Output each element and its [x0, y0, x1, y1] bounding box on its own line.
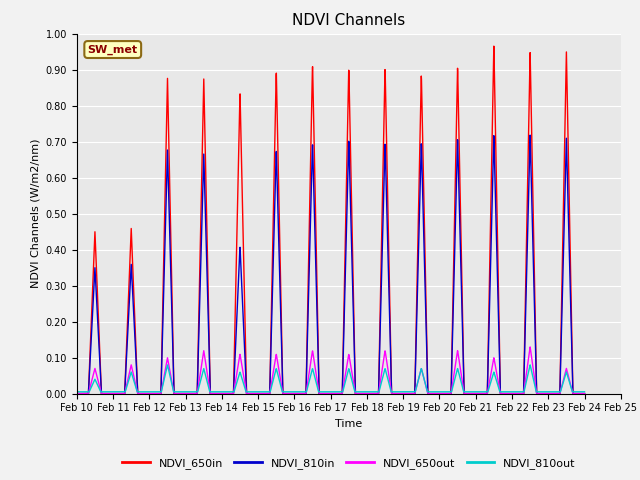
NDVI_650in	[491, 88, 499, 94]
Line: NDVI_810out: NDVI_810out	[77, 365, 584, 392]
NDVI_650in	[302, 391, 310, 396]
NDVI_650out	[473, 391, 481, 396]
NDVI_650out	[580, 391, 588, 396]
NDVI_810in	[73, 391, 81, 396]
Legend: NDVI_650in, NDVI_810in, NDVI_650out, NDVI_810out: NDVI_650in, NDVI_810in, NDVI_650out, NDV…	[118, 453, 580, 473]
NDVI_650in	[262, 391, 269, 396]
NDVI_810out	[73, 389, 81, 395]
NDVI_810out	[380, 370, 388, 376]
NDVI_650in	[380, 121, 388, 127]
NDVI_650in	[577, 391, 585, 396]
NDVI_810out	[577, 389, 585, 395]
NDVI_650out	[380, 355, 388, 361]
Line: NDVI_650out: NDVI_650out	[77, 347, 584, 394]
NDVI_810out	[262, 389, 269, 395]
Line: NDVI_650in: NDVI_650in	[77, 46, 584, 394]
NDVI_810in	[380, 183, 388, 189]
NDVI_810out	[473, 389, 481, 395]
Y-axis label: NDVI Channels (W/m2/nm): NDVI Channels (W/m2/nm)	[30, 139, 40, 288]
NDVI_810in	[262, 391, 269, 396]
NDVI_810in	[473, 391, 481, 396]
NDVI_650in	[580, 391, 588, 396]
NDVI_810out	[491, 372, 499, 377]
NDVI_810out	[526, 362, 534, 368]
NDVI_650out	[491, 359, 499, 364]
NDVI_650out	[262, 391, 269, 396]
NDVI_650in	[490, 43, 498, 49]
NDVI_810out	[580, 389, 588, 395]
NDVI_650out	[302, 391, 310, 396]
X-axis label: Time: Time	[335, 419, 362, 429]
NDVI_810in	[526, 132, 534, 138]
Title: NDVI Channels: NDVI Channels	[292, 13, 405, 28]
NDVI_650out	[526, 344, 534, 350]
NDVI_650out	[73, 391, 81, 396]
NDVI_810in	[302, 391, 310, 396]
NDVI_650in	[73, 391, 81, 396]
NDVI_810out	[302, 389, 310, 395]
NDVI_650in	[473, 391, 481, 396]
NDVI_810in	[577, 391, 585, 396]
NDVI_810in	[491, 159, 499, 165]
NDVI_650out	[577, 391, 585, 396]
Text: SW_met: SW_met	[88, 44, 138, 55]
NDVI_810in	[580, 391, 588, 396]
Line: NDVI_810in: NDVI_810in	[77, 135, 584, 394]
